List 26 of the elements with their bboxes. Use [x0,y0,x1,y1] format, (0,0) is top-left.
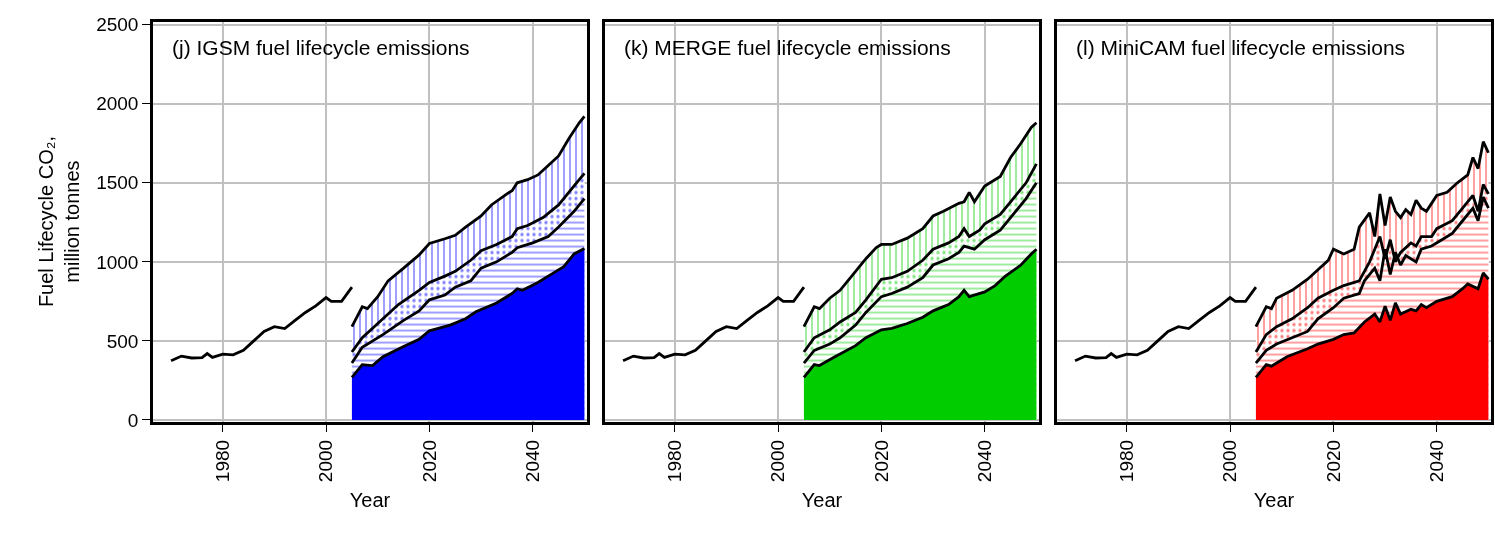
y-tick-label: 1500 [96,172,139,194]
x-tick-label: 1980 [663,439,685,483]
x-axis-title: Year [801,488,843,511]
x-tick-label: 2000 [1219,439,1241,483]
x-axis-title: Year [349,488,391,511]
x-tick-label: 2000 [315,439,337,483]
y-tick-label: 2000 [96,93,139,115]
y-tick-label: 1000 [96,251,139,273]
text: (l) MiniCAM fuel lifecycle emissions [1076,36,1406,59]
x-tick-label: 2020 [870,439,892,483]
y-tick-label: 2500 [96,14,139,36]
x-axis-title: Year [1253,488,1295,511]
y-tick-label: 500 [106,330,139,352]
x-tick-label: 1980 [211,439,233,483]
x-tick-label: 2000 [767,439,789,483]
x-tick-label: 1980 [1115,439,1137,483]
text: (k) MERGE fuel lifecycle emissions [624,36,951,59]
y-tick-label: 0 [127,409,139,431]
x-tick-label: 2040 [521,439,543,483]
x-tick-label: 2040 [973,439,995,483]
x-tick-label: 2040 [1425,439,1447,483]
y-axis-title: Fuel Lifecycle CO₂, million tonnes [34,135,83,308]
x-tick-label: 2020 [1322,439,1344,483]
x-tick-label: 2020 [418,439,440,483]
text: (j) IGSM fuel lifecycle emissions [172,36,470,59]
line-series [169,285,354,363]
